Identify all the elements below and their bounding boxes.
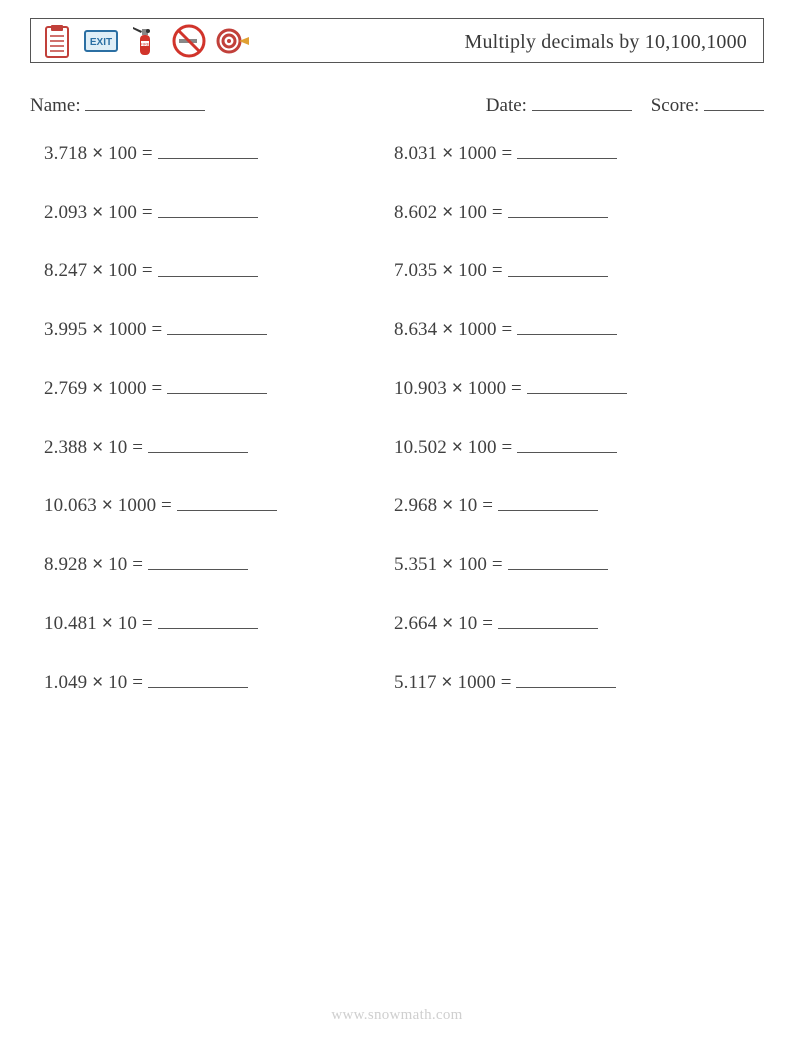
problem-cell: 10.502 × 100 =: [394, 434, 744, 461]
clipboard-icon: [39, 23, 75, 59]
header-icon-strip: EXIT FIRE: [39, 23, 251, 59]
problems-grid: 3.718 × 100 = 8.031 × 1000 = 2.093 × 100…: [44, 140, 764, 727]
answer-blank[interactable]: [158, 199, 258, 218]
answer-blank[interactable]: [158, 257, 258, 276]
score-label: Score:: [651, 95, 700, 116]
footer-url: www.snowmath.com: [0, 1006, 794, 1026]
problem-cell: 8.928 × 10 =: [44, 551, 394, 578]
problem-cell: 7.035 × 100 =: [394, 257, 744, 284]
problem-cell: 8.031 × 1000 =: [394, 140, 744, 167]
problem-cell: 2.093 × 100 =: [44, 199, 394, 226]
worksheet-header: EXIT FIRE Multiply decimals by 10,100,10…: [30, 18, 764, 63]
answer-blank[interactable]: [508, 551, 608, 570]
answer-blank[interactable]: [517, 316, 617, 335]
answer-blank[interactable]: [158, 140, 258, 159]
date-blank[interactable]: [532, 92, 632, 111]
fire-extinguisher-icon: FIRE: [127, 23, 163, 59]
svg-text:FIRE: FIRE: [140, 42, 149, 47]
problem-row: 3.995 × 1000 = 8.634 × 1000 =: [44, 316, 764, 343]
problem-row: 10.063 × 1000 = 2.968 × 10 =: [44, 492, 764, 519]
problem-cell: 2.664 × 10 =: [394, 610, 744, 637]
problem-cell: 10.903 × 1000 =: [394, 375, 744, 402]
problem-row: 2.769 × 1000 = 10.903 × 1000 =: [44, 375, 764, 402]
worksheet-title: Multiply decimals by 10,100,1000: [465, 29, 748, 55]
no-smoking-icon: [171, 23, 207, 59]
answer-blank[interactable]: [517, 140, 617, 159]
problem-row: 10.481 × 10 = 2.664 × 10 =: [44, 610, 764, 637]
problem-cell: 2.388 × 10 =: [44, 434, 394, 461]
answer-blank[interactable]: [498, 492, 598, 511]
student-info-line: Name: Date: Score:: [30, 92, 764, 119]
answer-blank[interactable]: [516, 669, 616, 688]
problem-cell: 8.602 × 100 =: [394, 199, 744, 226]
score-blank[interactable]: [704, 92, 764, 111]
svg-text:EXIT: EXIT: [90, 37, 112, 48]
problem-cell: 5.351 × 100 =: [394, 551, 744, 578]
answer-blank[interactable]: [148, 551, 248, 570]
fire-hose-icon: [215, 23, 251, 59]
problem-cell: 10.481 × 10 =: [44, 610, 394, 637]
problem-row: 8.247 × 100 = 7.035 × 100 =: [44, 257, 764, 284]
problem-row: 1.049 × 10 = 5.117 × 1000 =: [44, 669, 764, 696]
problem-cell: 8.634 × 1000 =: [394, 316, 744, 343]
answer-blank[interactable]: [148, 669, 248, 688]
problem-row: 2.093 × 100 = 8.602 × 100 =: [44, 199, 764, 226]
answer-blank[interactable]: [508, 257, 608, 276]
problem-row: 8.928 × 10 = 5.351 × 100 =: [44, 551, 764, 578]
answer-blank[interactable]: [158, 610, 258, 629]
problem-row: 2.388 × 10 = 10.502 × 100 =: [44, 434, 764, 461]
problem-cell: 3.995 × 1000 =: [44, 316, 394, 343]
problem-cell: 8.247 × 100 =: [44, 257, 394, 284]
problem-cell: 2.769 × 1000 =: [44, 375, 394, 402]
name-blank[interactable]: [85, 92, 205, 111]
answer-blank[interactable]: [167, 375, 267, 394]
problem-cell: 3.718 × 100 =: [44, 140, 394, 167]
answer-blank[interactable]: [177, 492, 277, 511]
answer-blank[interactable]: [148, 434, 248, 453]
problem-cell: 1.049 × 10 =: [44, 669, 394, 696]
problem-row: 3.718 × 100 = 8.031 × 1000 =: [44, 140, 764, 167]
answer-blank[interactable]: [527, 375, 627, 394]
problem-cell: 10.063 × 1000 =: [44, 492, 394, 519]
name-label: Name:: [30, 95, 81, 116]
answer-blank[interactable]: [167, 316, 267, 335]
problem-cell: 5.117 × 1000 =: [394, 669, 744, 696]
answer-blank[interactable]: [508, 199, 608, 218]
problem-cell: 2.968 × 10 =: [394, 492, 744, 519]
exit-sign-icon: EXIT: [83, 23, 119, 59]
date-label: Date:: [486, 95, 527, 116]
answer-blank[interactable]: [517, 434, 617, 453]
answer-blank[interactable]: [498, 610, 598, 629]
